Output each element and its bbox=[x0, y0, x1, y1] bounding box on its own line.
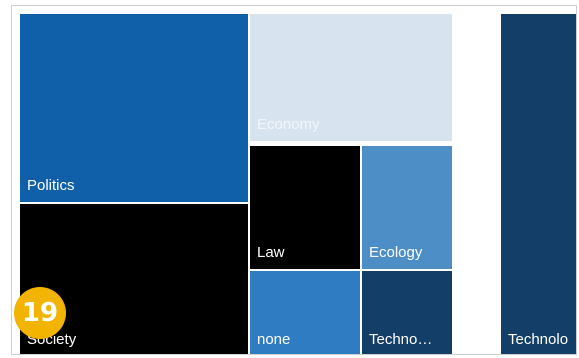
tile-label-technology: Technolo bbox=[508, 331, 569, 348]
tile-label-ecology: Ecology bbox=[369, 244, 423, 261]
treemap-container: Politics Society Economy Law Ecology non… bbox=[11, 5, 577, 355]
tile-technology[interactable]: Technolo bbox=[501, 14, 576, 354]
tile-techno[interactable]: Techno… bbox=[362, 271, 452, 354]
tile-politics[interactable]: Politics bbox=[20, 14, 248, 202]
tile-label-economy: Economy bbox=[257, 116, 320, 133]
tile-law[interactable]: Law bbox=[250, 146, 360, 269]
tile-label-techno: Techno… bbox=[369, 331, 433, 348]
tile-label-law: Law bbox=[257, 244, 285, 261]
tile-none[interactable]: none bbox=[250, 271, 360, 354]
step-number-badge: 19 bbox=[14, 287, 66, 339]
tile-label-politics: Politics bbox=[27, 177, 75, 194]
tile-ecology[interactable]: Ecology bbox=[362, 146, 452, 269]
tile-label-none: none bbox=[257, 331, 291, 348]
tile-economy[interactable]: Economy bbox=[250, 14, 452, 141]
